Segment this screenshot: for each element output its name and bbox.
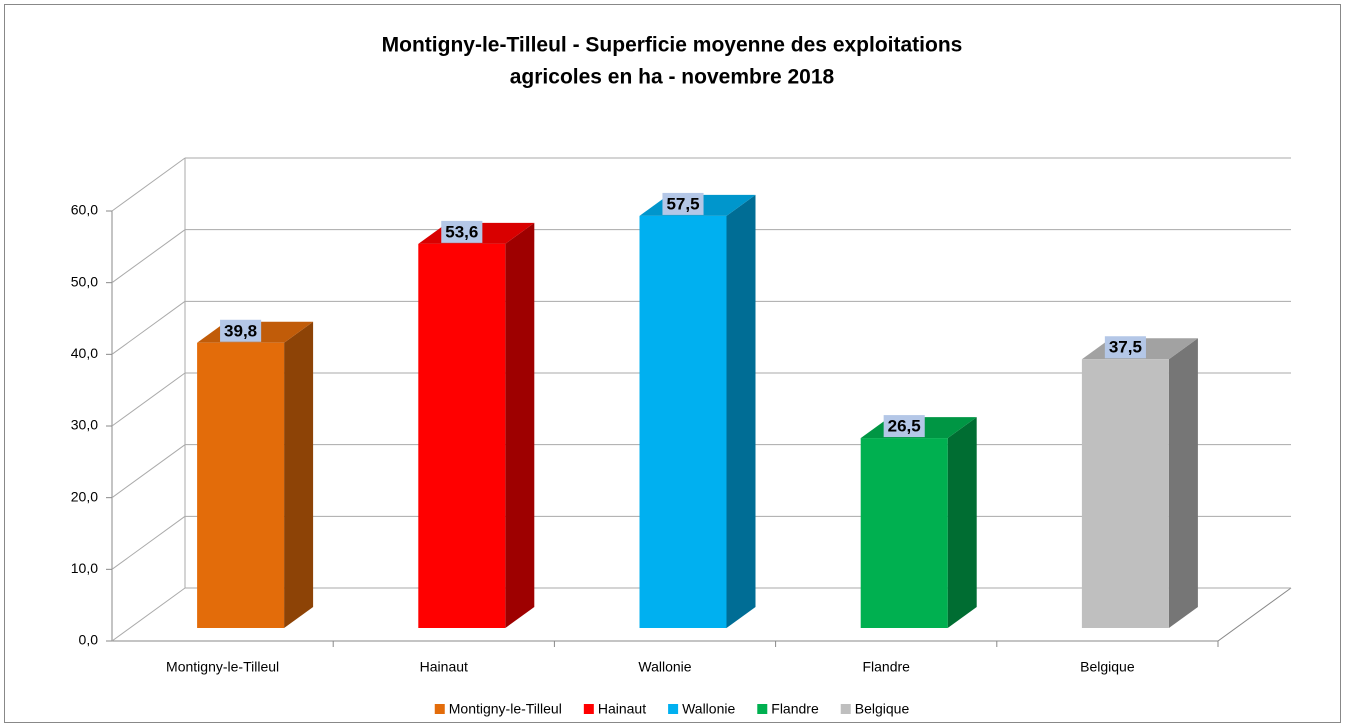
legend-swatch — [757, 704, 768, 714]
y-tick-label: 60,0 — [71, 202, 98, 218]
bar-side — [1168, 338, 1198, 628]
value-label: 53,6 — [445, 222, 478, 241]
value-label: 57,5 — [666, 194, 699, 213]
legend-label: Flandre — [771, 701, 819, 717]
grid-line — [111, 229, 186, 284]
value-label-box — [220, 319, 262, 342]
value-label-box — [441, 220, 483, 243]
legend-label: Montigny-le-Tilleul — [449, 701, 562, 717]
legend-label: Wallonie — [682, 701, 735, 717]
grid-line — [111, 372, 186, 427]
value-label-box — [662, 192, 704, 215]
value-label-box — [1104, 336, 1146, 359]
value-label: 37,5 — [1109, 338, 1142, 357]
bar-side — [726, 194, 756, 628]
bar-side — [505, 222, 535, 628]
value-label: 26,5 — [888, 417, 921, 436]
y-tick-label: 20,0 — [71, 488, 98, 504]
bar — [860, 438, 948, 628]
y-tick-label: 0,0 — [79, 632, 99, 648]
legend-label: Belgique — [855, 701, 910, 717]
bar-side — [947, 417, 977, 628]
legend-swatch — [434, 704, 445, 714]
value-label-box — [883, 415, 925, 438]
y-tick-label: 40,0 — [71, 345, 98, 361]
legend-swatch — [583, 704, 594, 714]
bar-side — [284, 321, 314, 628]
grid-line — [111, 444, 186, 499]
x-tick-label: Belgique — [1080, 659, 1135, 675]
value-label: 39,8 — [224, 321, 257, 340]
legend-swatch — [840, 704, 851, 714]
chart-title: agricoles en ha - novembre 2018 — [510, 66, 835, 89]
grid-line — [111, 157, 186, 212]
bar — [197, 342, 285, 628]
x-tick-label: Flandre — [862, 659, 910, 675]
legend-label: Hainaut — [598, 701, 646, 717]
x-tick-label: Hainaut — [420, 659, 468, 675]
x-tick-label: Wallonie — [638, 659, 691, 675]
legend-swatch — [668, 704, 679, 714]
bar — [1081, 359, 1169, 628]
bar — [418, 243, 506, 628]
bar — [639, 215, 727, 628]
y-tick-label: 30,0 — [71, 417, 98, 433]
y-tick-label: 10,0 — [71, 560, 98, 576]
chart-title: Montigny-le-Tilleul - Superficie moyenne… — [382, 34, 963, 57]
y-tick-label: 50,0 — [71, 273, 98, 289]
x-tick-label: Montigny-le-Tilleul — [166, 659, 279, 675]
grid-line — [111, 587, 186, 642]
floor-edge — [1217, 587, 1292, 642]
grid-line — [111, 515, 186, 570]
grid-line — [111, 300, 186, 355]
